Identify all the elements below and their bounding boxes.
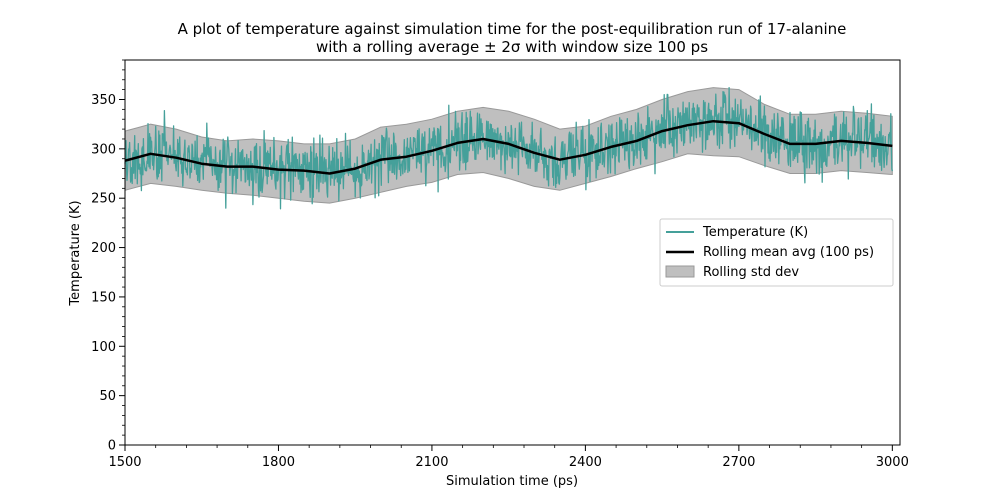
y-tick-label-350: 350 [91,93,116,108]
x-tick-label-2100: 2100 [415,455,448,470]
y-tick-label-300: 300 [91,142,116,157]
legend-box [659,218,894,287]
temperature-line [124,86,893,210]
legend-label-mean: Rolling mean avg (100 ps) [703,245,874,260]
x-tick-label-2400: 2400 [569,455,602,470]
plot-frame [124,59,901,446]
y-tick-label-100: 100 [91,340,116,355]
y-axis-label: Temperature (K) [68,200,83,306]
mean-layer [124,119,893,175]
y-tick-label-50: 50 [99,389,116,404]
x-axis-label: Simulation time (ps) [446,474,578,489]
chart-subtitle: with a rolling average ± 2σ with window … [316,38,708,56]
x-tick-label-1800: 1800 [262,455,295,470]
y-tick-label-250: 250 [91,192,116,207]
x-tick-label-2700: 2700 [722,455,755,470]
x-tick-label-3000: 3000 [876,455,909,470]
chart-title: A plot of temperature against simulation… [178,20,847,38]
rolling-mean-line [124,119,893,175]
y-tick-label-150: 150 [91,290,116,305]
y-axis-ticks: 0 50 100 150 200 250 300 350 [91,59,125,454]
legend-swatch-std [665,265,695,278]
y-tick-label-200: 200 [91,241,116,256]
x-tick-label-1500: 1500 [108,455,141,470]
plot-area [124,86,893,210]
legend-label-temperature: Temperature (K) [702,225,808,240]
legend: Temperature (K) Rolling mean avg (100 ps… [659,218,894,287]
legend-label-std: Rolling std dev [703,265,799,280]
y-tick-label-0: 0 [108,439,116,454]
temperature-layer [124,86,893,210]
x-axis-ticks: 1500 1800 2100 2400 2700 3000 [108,445,909,470]
